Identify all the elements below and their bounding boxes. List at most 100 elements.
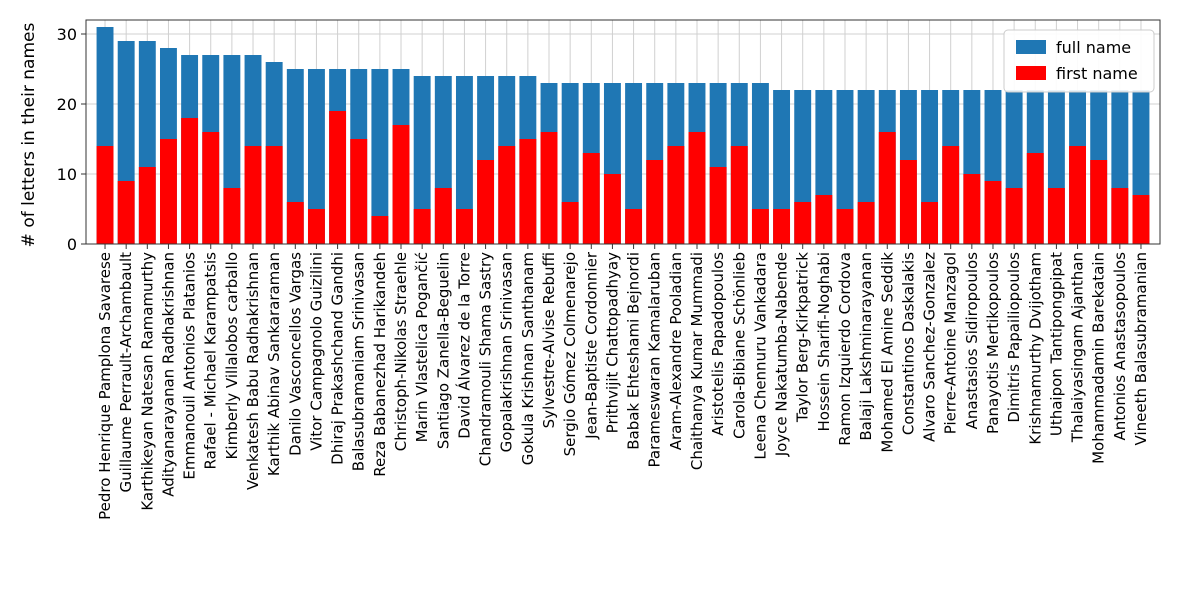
x-tick-label: Sylvestre-Alvise Rebuffi	[540, 252, 558, 428]
x-tick-label: Adityanarayanan Radhakrishnan	[159, 252, 177, 497]
first-name-bar	[899, 160, 917, 244]
x-tick-label: Sergio Gómez Colmenarejo	[561, 252, 579, 456]
first-name-bar	[815, 195, 833, 244]
first-name-bar	[751, 209, 769, 244]
x-tick-label: Panayotis Mertikopoulos	[984, 252, 1002, 434]
y-tick-label: 30	[57, 25, 77, 44]
legend: full name first name	[1003, 29, 1155, 93]
y-tick-labels: 0 10 20 30	[57, 25, 77, 254]
x-tick-label: Guillaume Perrault-Archambault	[117, 252, 135, 493]
x-tick-label: Taylor Berg-Kirkpatrick	[794, 252, 812, 423]
x-tick-label: Chaithanya Kumar Mummadi	[688, 252, 706, 470]
x-tick-label: Chandramouli Shama Sastry	[477, 252, 495, 466]
first-name-bar	[561, 202, 579, 244]
x-tick-label: Hossein Sharifi-Noghabi	[815, 252, 833, 431]
y-tick-label: 0	[67, 235, 77, 254]
x-tick-label: Krishnamurthy Dvijotham	[1026, 252, 1044, 445]
first-name-bar	[371, 216, 389, 244]
x-tick-label: Uthaipon Tantipongpipat	[1047, 252, 1065, 436]
x-tick-label: Leena Chennuru Vankadara	[751, 252, 769, 460]
x-tick-label: Santiago Zanella-Beguelin	[434, 252, 452, 449]
first-name-bar	[773, 209, 791, 244]
legend-swatch	[1016, 66, 1046, 80]
first-name-bar	[181, 118, 199, 244]
x-tick-label: Ramon Izquierdo Cordova	[836, 252, 854, 446]
first-name-bar	[265, 146, 283, 244]
x-tick-label: Babak Ehteshami Bejnordi	[625, 252, 643, 450]
first-name-bar	[984, 181, 1002, 244]
x-tick-label: Anastasios Sidiropoulos	[963, 252, 981, 430]
x-tick-label: Balasubramaniam Srinivasan	[350, 252, 368, 471]
first-name-bar	[1111, 188, 1129, 244]
full-name-bar	[625, 83, 643, 244]
first-name-bar	[307, 209, 325, 244]
x-tick-label: Karthik Abinav Sankararaman	[265, 252, 283, 476]
x-tick-label: Alvaro Sanchez-Gonzalez	[921, 252, 939, 442]
y-axis-title: # of letters in their names	[19, 23, 39, 248]
x-tick-label: Rafael - Michael Karampatsis	[202, 252, 220, 470]
first-name-bar	[350, 139, 368, 244]
x-tick-label: Christoph-Nikolas Straehle	[392, 252, 410, 451]
full-name-bar	[455, 76, 473, 244]
first-name-bar	[688, 132, 706, 244]
first-name-bar	[96, 146, 114, 244]
x-tick-label: Venkatesh Babu Radhakrishnan	[244, 252, 262, 490]
first-name-bar	[413, 209, 431, 244]
x-tick-label: Prithvijit Chattopadhyay	[603, 252, 621, 433]
legend-label: full name	[1056, 38, 1131, 57]
first-name-bar	[1026, 153, 1044, 244]
first-name-bar	[963, 174, 981, 244]
axes-layer	[81, 19, 1161, 249]
plot-frame	[85, 19, 1161, 245]
x-tick-label: Emmanouil Antonios Platanios	[181, 252, 199, 480]
x-tick-label: Mohammadamin Barekatain	[1090, 252, 1108, 464]
x-tick-label: Jean-Baptiste Cordonnier	[582, 251, 600, 440]
x-tick-label: Reza Babanezhad Harikandeh	[371, 252, 389, 477]
first-name-bar	[582, 153, 600, 244]
legend-swatch	[1016, 40, 1046, 54]
x-tick-label: Vineeth Balasubramanian	[1132, 252, 1150, 445]
x-tick-label: Joyce Nakatumba-Nabende	[773, 252, 791, 457]
first-name-bar	[942, 146, 960, 244]
x-tick-label: Pierre-Antoine Manzagol	[942, 252, 960, 434]
full-name-bar	[307, 69, 325, 244]
y-tick-label: 20	[57, 95, 77, 114]
first-name-bar	[1132, 195, 1150, 244]
first-name-bar	[202, 132, 220, 244]
first-name-bar	[878, 132, 896, 244]
x-tick-label: Parameswaran Kamalaruban	[646, 252, 664, 468]
first-name-bar	[498, 146, 516, 244]
x-tick-label: Karthikeyan Natesan Ramamurthy	[138, 252, 156, 511]
first-name-bar	[540, 132, 558, 244]
x-tick-label: Thalaiyasingam Ajanthan	[1069, 252, 1087, 443]
x-tick-label: Danilo Vasconcellos Vargas	[286, 252, 304, 456]
first-name-bar	[329, 111, 347, 244]
x-tick-label: Antonios Anastasopoulos	[1111, 252, 1129, 441]
first-name-bar	[1090, 160, 1108, 244]
x-tick-label: Dimitris Papailiopoulos	[1005, 252, 1023, 423]
x-tick-label: Vitor Campagnolo Guizilini	[307, 252, 325, 451]
first-name-bar	[1069, 146, 1087, 244]
full-name-bar	[286, 69, 304, 244]
first-name-bar	[625, 209, 643, 244]
first-name-bar	[244, 146, 262, 244]
x-tick-label: Carola-Bibiane Schönlieb	[730, 252, 748, 439]
full-name-bar	[773, 90, 791, 244]
full-name-bar	[836, 90, 854, 244]
first-name-bar	[857, 202, 875, 244]
full-name-bar	[413, 76, 431, 244]
y-tick-label: 10	[57, 165, 77, 184]
x-tick-label: Gokula Krishnan Santhanam	[519, 252, 537, 465]
x-tick-label: Balaji Lakshminarayanan	[857, 252, 875, 441]
x-tick-label: Gopalakrishnan Srinivasan	[498, 252, 516, 452]
full-name-bar	[751, 83, 769, 244]
first-name-bar	[477, 160, 495, 244]
first-name-bar	[1047, 188, 1065, 244]
x-tick-label: Marin Vlastelica Pogančić	[413, 252, 431, 442]
first-name-bar	[138, 167, 156, 244]
first-name-bar	[794, 202, 812, 244]
first-name-bar	[709, 167, 727, 244]
x-tick-label: Constantinos Daskalakis	[899, 252, 917, 435]
first-name-bar	[1005, 188, 1023, 244]
